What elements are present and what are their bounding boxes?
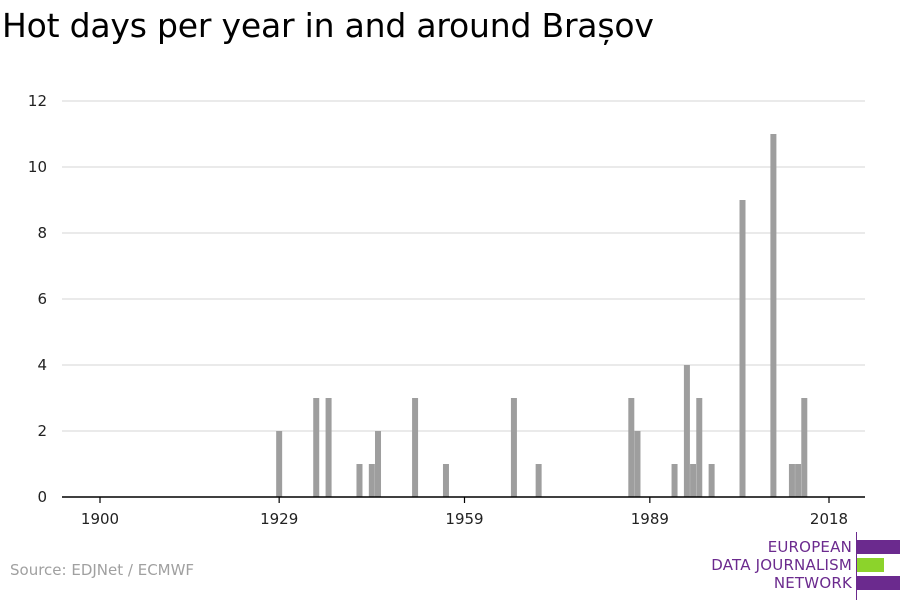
- edjnet-logo: EUROPEAN DATA JOURNALISM NETWORK: [700, 532, 900, 600]
- source-note: Source: EDJNet / ECMWF: [10, 561, 195, 579]
- y-tick-label: 12: [28, 92, 47, 110]
- bar: [535, 464, 542, 497]
- logo-line-3: NETWORK: [773, 574, 852, 592]
- logo-line-2: DATA JOURNALISM: [711, 556, 852, 574]
- bar: [628, 398, 635, 497]
- logo-line-1: EUROPEAN: [767, 538, 852, 556]
- y-tick-label: 2: [37, 422, 47, 440]
- bar: [442, 464, 449, 497]
- bar: [801, 398, 808, 497]
- x-tick-label: 2018: [810, 510, 848, 528]
- bar: [510, 398, 517, 497]
- tick-labels: 0 2 4 6 8 10 12 1900 1929 1959 1989 2018: [28, 92, 848, 528]
- bar: [368, 464, 375, 497]
- x-tick-label: 1929: [260, 510, 298, 528]
- y-tick-label: 8: [37, 224, 47, 242]
- bar: [739, 200, 746, 497]
- bar: [696, 398, 703, 497]
- bar: [313, 398, 320, 497]
- bar: [356, 464, 363, 497]
- bar-chart: 0 2 4 6 8 10 12 1900 1929 1959 1989 2018: [28, 92, 865, 528]
- x-tick-label: 1900: [81, 510, 119, 528]
- x-tick-label: 1959: [445, 510, 483, 528]
- logo-wordmark: EUROPEAN DATA JOURNALISM NETWORK: [711, 538, 852, 592]
- bar: [770, 134, 777, 497]
- y-tick-label: 10: [28, 158, 47, 176]
- bar: [634, 431, 641, 497]
- bar: [276, 431, 283, 497]
- bar: [788, 464, 795, 497]
- y-tick-label: 4: [37, 356, 47, 374]
- bar: [325, 398, 332, 497]
- y-tick-label: 0: [37, 488, 47, 506]
- bar: [690, 464, 697, 497]
- bar: [375, 431, 382, 497]
- bar: [671, 464, 678, 497]
- bar: [708, 464, 715, 497]
- bars: [276, 134, 808, 497]
- logo-divider: [856, 532, 857, 600]
- grid-lines: [62, 100, 865, 432]
- logo-bar-top: [857, 540, 900, 554]
- axes: [62, 496, 865, 503]
- y-tick-label: 6: [37, 290, 47, 308]
- chart-title: Hot days per year in and around Brașov: [2, 6, 654, 45]
- logo-bar-middle: [857, 558, 884, 572]
- bar: [683, 365, 690, 497]
- bar: [412, 398, 419, 497]
- x-tick-label: 1989: [631, 510, 669, 528]
- logo-bar-bottom: [857, 576, 900, 590]
- bar: [795, 464, 802, 497]
